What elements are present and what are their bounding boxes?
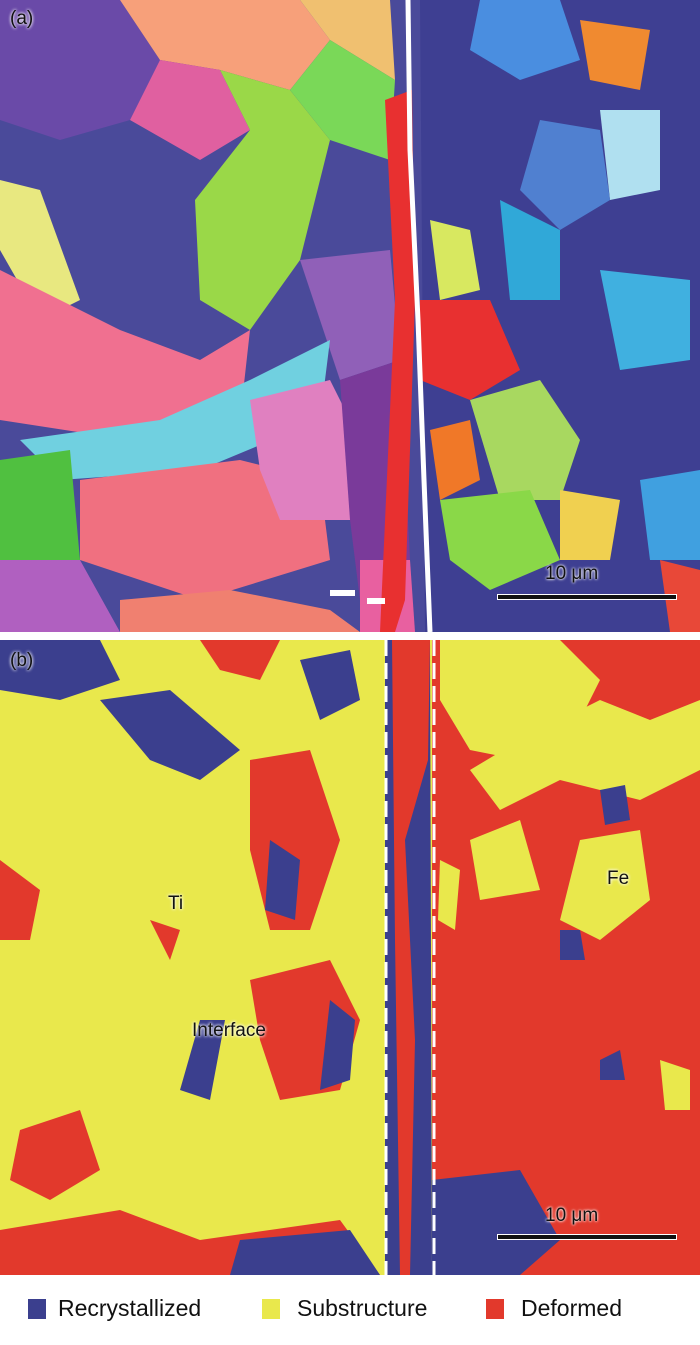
ti-label: Ti [168,893,184,914]
panel-a-label: (a) [10,8,34,29]
legend-swatch-deformed [486,1299,504,1319]
orientation-map-image [0,0,700,632]
panel-b-label: (b) [10,650,34,671]
fe-label: Fe [607,868,630,889]
legend-swatch-recrystallized [28,1299,46,1319]
recrystallization-map-image [0,640,700,1275]
panel-b-recrystallization-map: (b) Ti Fe Interface 10 μm [0,640,700,1275]
interface-label: Interface [192,1020,266,1041]
legend-swatch-substructure [262,1299,280,1319]
scale-bar-label-b: 10 μm [545,1205,599,1226]
scale-bar-a [498,595,676,599]
legend-label-substructure: Substructure [297,1295,428,1321]
legend: Recrystallized Substructure Deformed [0,1294,700,1324]
scale-bar-b [498,1235,676,1239]
panel-a-orientation-map: (a) 10 μm [0,0,700,632]
scale-bar-label-a: 10 μm [545,563,599,584]
legend-label-deformed: Deformed [521,1295,622,1321]
legend-label-recrystallized: Recrystallized [58,1295,202,1321]
